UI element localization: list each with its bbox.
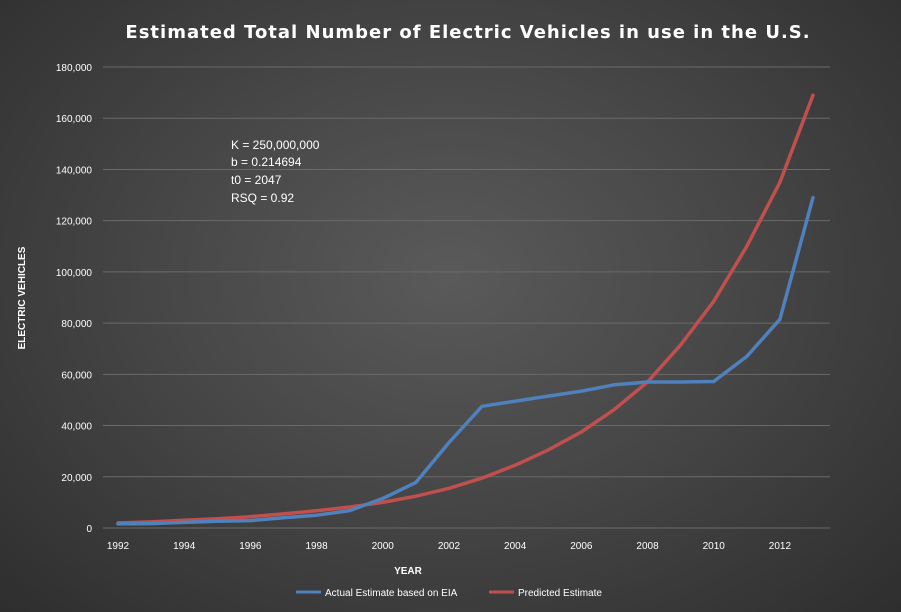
annotation-box: K = 250,000,000 b = 0.214694 t0 = 2047 R… xyxy=(231,138,320,205)
y-tick-label: 20,000 xyxy=(61,473,92,484)
y-tick-label: 60,000 xyxy=(61,370,92,381)
x-tick-label: 1998 xyxy=(305,541,328,552)
x-tick-label: 2010 xyxy=(703,541,726,552)
y-tick-label: 160,000 xyxy=(56,114,93,125)
x-tick-label: 2012 xyxy=(769,541,792,552)
annotation-b: b = 0.214694 xyxy=(231,155,302,169)
y-tick-label: 80,000 xyxy=(61,319,92,330)
x-tick-label: 1992 xyxy=(107,541,130,552)
series-line-predicted xyxy=(116,93,815,525)
series-line-actual xyxy=(116,195,815,526)
x-tick-label: 2000 xyxy=(372,541,395,552)
y-tick-label: 0 xyxy=(86,524,92,535)
annotation-k: K = 250,000,000 xyxy=(231,138,320,152)
grid xyxy=(103,66,830,529)
x-axis-title: YEAR xyxy=(394,566,423,577)
legend: Actual Estimate based on EIA Predicted E… xyxy=(296,588,602,599)
y-tick-label: 140,000 xyxy=(56,165,93,176)
legend-label-actual: Actual Estimate based on EIA xyxy=(325,588,458,599)
legend-label-predicted: Predicted Estimate xyxy=(518,588,602,599)
y-tick-label: 40,000 xyxy=(61,422,92,433)
x-tick-label: 2002 xyxy=(438,541,461,552)
chart-title: Estimated Total Number of Electric Vehic… xyxy=(125,22,810,43)
annotation-rsq: RSQ = 0.92 xyxy=(231,191,294,205)
series-lines xyxy=(116,93,815,526)
y-axis-title: ELECTRIC VEHICLES xyxy=(17,246,28,349)
y-tick-label: 180,000 xyxy=(56,63,93,74)
y-tick-label: 100,000 xyxy=(56,268,93,279)
y-axis-tick-labels: 0 20,000 40,000 60,000 80,000 100,000 120,000 1… xyxy=(56,63,93,535)
x-tick-label: 2004 xyxy=(504,541,527,552)
x-axis-tick-labels: 1992 1994 1996 1998 2000 2002 2004 2006 2008 2010… xyxy=(107,541,792,552)
x-tick-label: 1994 xyxy=(173,541,196,552)
x-tick-label: 1996 xyxy=(239,541,262,552)
x-tick-label: 2006 xyxy=(570,541,593,552)
x-tick-label: 2008 xyxy=(636,541,659,552)
y-tick-label: 120,000 xyxy=(56,217,93,228)
annotation-t0: t0 = 2047 xyxy=(231,173,282,187)
